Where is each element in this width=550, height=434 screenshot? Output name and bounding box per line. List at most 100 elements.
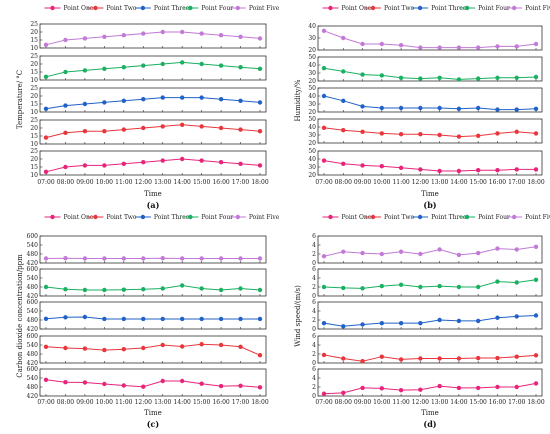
y-tick-label: 480 xyxy=(27,251,39,258)
data-point xyxy=(457,386,461,390)
series-line xyxy=(324,280,536,289)
data-point xyxy=(418,285,422,289)
data-point xyxy=(341,99,345,103)
y-tick-label: 50 xyxy=(308,54,316,61)
data-point xyxy=(102,256,106,260)
x-tick-label: 14:00 xyxy=(174,399,191,406)
y-tick-label: 40 xyxy=(308,93,316,100)
data-point xyxy=(258,36,262,40)
y-tick-label: 420 xyxy=(27,326,39,333)
data-point xyxy=(360,42,364,46)
data-point xyxy=(457,169,461,173)
data-point xyxy=(141,256,145,260)
data-point xyxy=(515,385,519,389)
data-point xyxy=(258,288,262,292)
x-tick-label: 11:00 xyxy=(115,399,132,406)
y-tick-label: 2 xyxy=(312,284,316,291)
x-tick-label: 11:00 xyxy=(392,399,409,406)
y-tick-label: 480 xyxy=(27,351,39,358)
series-line xyxy=(324,355,536,361)
data-point xyxy=(63,103,67,107)
data-point xyxy=(199,124,203,128)
data-point xyxy=(161,317,165,321)
data-point xyxy=(534,278,538,282)
x-tick-label: 08:00 xyxy=(335,179,352,186)
data-point xyxy=(83,315,87,319)
panel-caption: (c) xyxy=(147,419,160,429)
x-tick-label: 13:00 xyxy=(431,179,448,186)
x-tick-label: 12:00 xyxy=(412,179,429,186)
data-point xyxy=(418,76,422,80)
data-point xyxy=(258,163,262,167)
series-line xyxy=(46,344,260,355)
y-tick-label: 600 xyxy=(27,333,39,340)
x-axis-label: Time xyxy=(144,409,162,417)
data-point xyxy=(495,168,499,172)
series-line xyxy=(324,96,536,110)
data-point xyxy=(380,321,384,325)
data-point xyxy=(341,36,345,40)
data-point xyxy=(515,355,519,359)
legend-marker xyxy=(512,6,516,10)
y-tick-label: 30 xyxy=(308,70,316,77)
data-point xyxy=(122,317,126,321)
data-point xyxy=(180,60,184,64)
x-tick-label: 13:00 xyxy=(431,399,448,406)
y-tick-label: 6 xyxy=(312,266,316,273)
data-point xyxy=(399,132,403,136)
data-point xyxy=(322,353,326,357)
x-tick-label: 17:00 xyxy=(232,399,249,406)
data-point xyxy=(476,45,480,49)
data-point xyxy=(141,160,145,164)
data-point xyxy=(83,36,87,40)
data-point xyxy=(399,283,403,287)
legend-label: Point Five xyxy=(249,214,280,221)
x-tick-label: 17:00 xyxy=(508,399,525,406)
data-point xyxy=(322,285,326,289)
data-point xyxy=(161,256,165,260)
panel-caption: (a) xyxy=(147,200,160,210)
legend-label: Point Five xyxy=(525,214,550,221)
y-tick-label: 25 xyxy=(30,117,38,124)
data-point xyxy=(102,382,106,386)
y-tick-label: 600 xyxy=(27,366,39,373)
data-point xyxy=(161,379,165,383)
data-point xyxy=(141,346,145,350)
legend-marker xyxy=(328,215,332,219)
y-tick-label: 30 xyxy=(308,101,316,108)
legend-label: Point Two xyxy=(384,214,414,221)
data-point xyxy=(341,324,345,328)
data-point xyxy=(102,163,106,167)
y-tick-label: 10 xyxy=(30,45,38,52)
series-line xyxy=(46,98,260,109)
data-point xyxy=(258,256,262,260)
data-point xyxy=(360,104,364,108)
data-point xyxy=(457,45,461,49)
data-point xyxy=(476,106,480,110)
data-point xyxy=(515,44,519,48)
data-point xyxy=(199,382,203,386)
legend-marker xyxy=(141,215,145,219)
data-point xyxy=(63,256,67,260)
data-point xyxy=(360,251,364,255)
x-tick-label: 10:00 xyxy=(96,399,113,406)
y-tick-label: 40 xyxy=(308,124,316,131)
legend-label: Point Four xyxy=(478,5,510,12)
data-point xyxy=(322,321,326,325)
data-point xyxy=(161,30,165,34)
data-point xyxy=(63,165,67,169)
data-point xyxy=(341,356,345,360)
x-tick-label: 10:00 xyxy=(373,179,390,186)
data-point xyxy=(141,63,145,67)
data-point xyxy=(515,314,519,318)
data-point xyxy=(238,345,242,349)
data-point xyxy=(219,384,223,388)
x-tick-label: 15:00 xyxy=(470,399,487,406)
data-point xyxy=(102,348,106,352)
data-point xyxy=(219,317,223,321)
y-axis-label: Humidity/% xyxy=(294,79,302,121)
data-point xyxy=(322,126,326,130)
data-point xyxy=(457,77,461,81)
y-tick-label: 40 xyxy=(308,62,316,69)
